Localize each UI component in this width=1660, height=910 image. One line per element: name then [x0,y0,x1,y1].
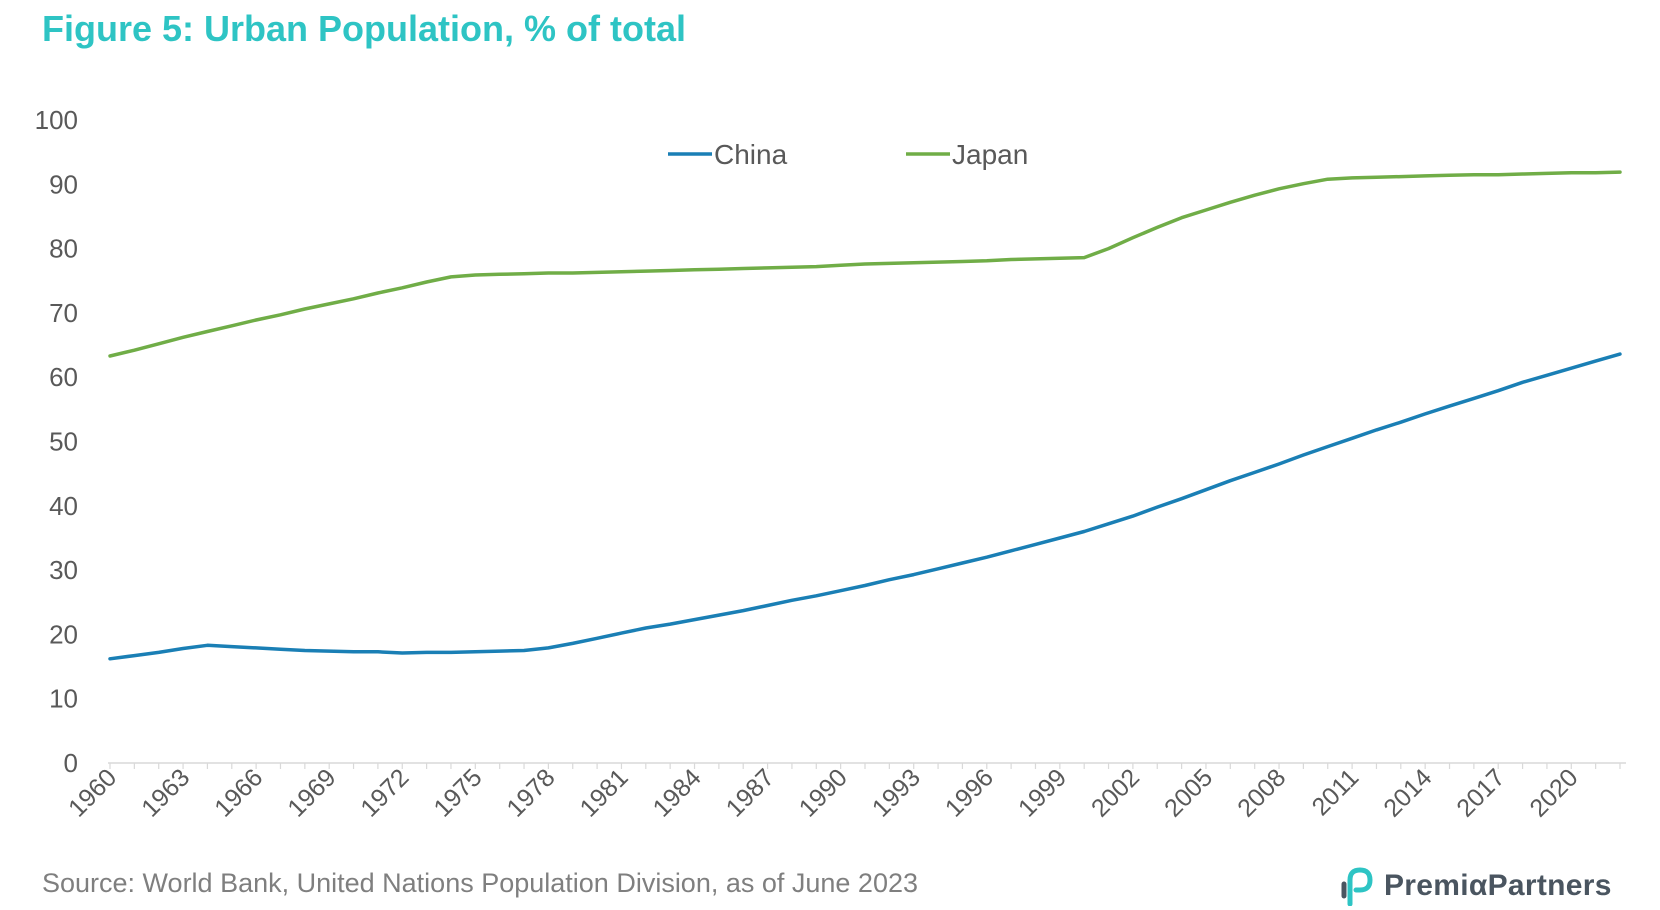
x-tick-label: 2011 [1307,763,1365,821]
y-tick-label: 20 [49,619,78,649]
x-tick-label: 1966 [209,763,268,822]
y-tick-label: 80 [49,234,78,264]
x-tick-label: 2005 [1159,763,1218,822]
x-tick-label: 1981 [575,763,634,822]
legend: China Japan [668,139,1028,170]
y-tick-label: 10 [49,684,78,714]
series-layer [108,170,1622,661]
series-line-china [108,352,1622,661]
x-tick-label: 2020 [1524,763,1583,822]
source-note: Source: World Bank, United Nations Popul… [42,868,918,898]
brand-name: PremiαPartners [1384,869,1612,902]
y-tick-label: 40 [49,491,78,521]
x-tick-label: 1990 [794,763,853,822]
x-tick-label: 1987 [721,763,780,822]
y-tick-label: 70 [49,298,78,328]
x-tick-label: 1963 [136,763,195,822]
x-tick-label: 1984 [648,763,707,822]
y-tick-label: 50 [49,427,78,457]
y-axis: 0 10 20 30 40 50 60 70 80 90 100 [35,105,78,778]
x-tick-label: 1999 [1013,763,1072,822]
x-tick-label: 2002 [1086,763,1145,822]
x-tick-label: 1996 [940,763,999,822]
y-tick-label: 0 [64,748,78,778]
x-axis: 1960 1963 1966 1969 1972 1975 1978 1981 1984 1987… [63,762,1626,823]
legend-label-china: China [714,139,788,170]
x-tick-label: 2017 [1451,763,1510,822]
legend-label-japan: Japan [952,139,1028,170]
y-tick-label: 90 [49,169,78,199]
x-tick-label: 2008 [1232,763,1291,822]
y-tick-label: 100 [35,105,78,135]
brand-logo: PremiαPartners [1340,866,1612,906]
premia-logo-icon [1341,867,1373,906]
x-tick-label: 1969 [282,763,341,822]
y-tick-label: 30 [49,555,78,585]
x-tick-label: 1993 [867,763,926,822]
x-tick-label: 2014 [1378,763,1437,822]
x-tick-label: 1978 [501,763,560,822]
y-tick-label: 60 [49,362,78,392]
x-tick-label: 1972 [355,763,414,822]
x-tick-label: 1975 [428,763,487,822]
chart-title: Figure 5: Urban Population, % of total [42,8,686,49]
series-line-japan [108,170,1622,358]
